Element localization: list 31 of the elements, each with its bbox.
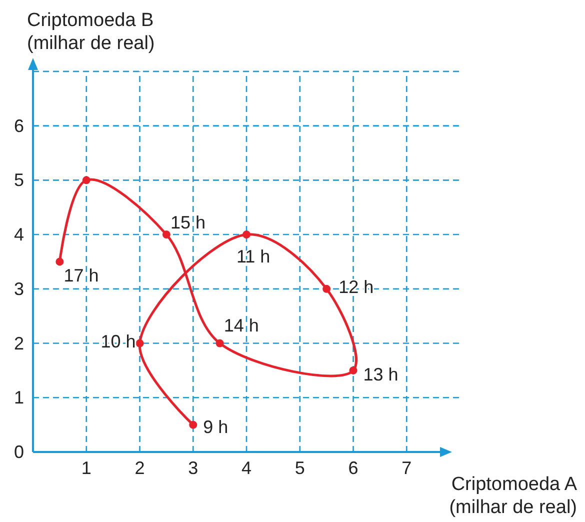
y-tick-label: 0 — [14, 442, 24, 462]
x-tick-label: 7 — [402, 458, 412, 478]
y-tick-label: 1 — [14, 388, 24, 408]
point — [136, 339, 144, 348]
annotation: 9 h — [203, 416, 228, 437]
point — [322, 284, 331, 293]
annotation: 17 h — [64, 266, 99, 286]
annotation: 14 h — [224, 315, 259, 336]
y-tick-label: 4 — [14, 224, 24, 245]
annotation: 11 h — [236, 246, 270, 267]
point — [216, 339, 224, 348]
point — [162, 230, 170, 239]
y-tick-label: 3 — [14, 278, 24, 299]
x-tick-label: 6 — [348, 458, 358, 478]
annotation: 15 h — [170, 212, 206, 233]
point — [82, 176, 90, 184]
point — [349, 366, 358, 374]
x-tick-label: 5 — [294, 458, 305, 478]
x-tick-label: 3 — [188, 458, 198, 478]
point — [56, 258, 64, 266]
y-tick-label: 6 — [14, 116, 24, 136]
x-axis-title: Criptomoeda A (milhar de real) — [449, 474, 578, 518]
y-tick-label: 5 — [14, 170, 24, 190]
point — [242, 230, 251, 239]
x-tick-label: 2 — [134, 458, 145, 478]
y-axis-title: Criptomoeda B (milhar de real) — [27, 10, 155, 54]
x-tick-label: 1 — [81, 458, 92, 478]
y-tick-label: 2 — [14, 333, 24, 354]
x-tick-label: 4 — [242, 458, 252, 478]
annotation: 13 h — [363, 364, 398, 384]
point — [189, 420, 198, 429]
